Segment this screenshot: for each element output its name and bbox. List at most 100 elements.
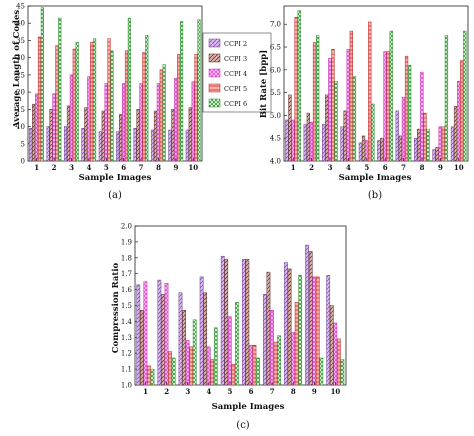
chart-c-bar-ccpi2-img6	[241, 259, 246, 386]
chart-b-bar-ccpi5-img1	[294, 17, 298, 162]
chart-a-ytick-label: 30	[16, 54, 25, 62]
chart-c-bar-ccpi3-img1	[139, 310, 144, 386]
chart-c-bar-ccpi6-img5	[235, 302, 239, 386]
chart-b-bar-ccpi6-img2	[315, 35, 320, 162]
chart-c-bar-ccpi3-img2	[161, 294, 165, 386]
chart-a-xtick-label: 2	[52, 163, 57, 172]
chart-c-bar-ccpi3-img5	[224, 259, 229, 386]
chart-a-bar-ccpi6-img10	[197, 19, 201, 162]
chart-b-bar-ccpi5-img3	[331, 49, 335, 162]
chart-c-ytick-label: 1.7	[121, 270, 132, 278]
chart-c-bar-ccpi4-img8	[291, 332, 295, 386]
chart-c-ylabel: Compression Ratio	[111, 262, 121, 353]
chart-b-bar-ccpi3-img9	[435, 147, 439, 162]
chart-b-bar-ccpi2-img10	[450, 126, 455, 162]
chart-b-xlabel: Sample Images	[339, 173, 412, 183]
chart-a-bar-ccpi2-img8	[150, 129, 155, 162]
chart-b-bar-ccpi4-img6	[383, 51, 387, 162]
chart-a-bar-ccpi3-img4	[84, 107, 88, 162]
chart-c-bar-ccpi4-img6	[249, 345, 253, 386]
chart-a-ytick-label: 10	[16, 123, 25, 131]
chart-b-ytick-label: 5.0	[270, 112, 281, 120]
chart-b-bar-ccpi2-img4	[340, 126, 344, 162]
chart-b-xtick-label: 8	[420, 163, 425, 172]
chart-b-bar-ccpi3-img10	[453, 106, 458, 162]
chart-b-ytick-label: 4.0	[270, 158, 281, 166]
chart-b-bar-ccpi2-img7	[395, 110, 399, 162]
chart-a-bar-ccpi2-img3	[63, 126, 68, 162]
chart-b-bar-ccpi6-img9	[444, 35, 449, 162]
chart-b-ylabel: Bit Rate [bpp]	[259, 50, 269, 118]
chart-c-bar-ccpi3-img7	[266, 271, 271, 386]
chart-b-bar-ccpi6-img3	[334, 80, 338, 162]
chart-c-xtick-label: 8	[291, 387, 296, 396]
chart-a-bar-ccpi4-img7	[139, 83, 143, 162]
chart-a-ytick-label: 20	[16, 89, 25, 97]
chart-c-bar-ccpi5-img3	[189, 346, 194, 386]
chart-b-ytick-label: 6.0	[270, 66, 281, 74]
chart-a-bar-ccpi5-img3	[72, 48, 76, 162]
chart-a-bar-ccpi3-img9	[171, 109, 175, 162]
chart-a-ytick-label: 15	[16, 106, 25, 114]
chart-a-xlabel: Sample Images	[79, 173, 152, 183]
chart-c-bar-ccpi6-img8	[298, 275, 303, 386]
chart-a-ytick-label: 40	[16, 20, 25, 28]
chart-b-bar-ccpi3-img2	[306, 112, 310, 162]
chart-a-bar-ccpi6-img4	[93, 38, 97, 162]
chart-b-ytick-label: 4.5	[270, 135, 281, 143]
chart-b-bar-ccpi5-img7	[404, 55, 409, 162]
chart-a-bar-ccpi6-img5	[110, 50, 114, 162]
chart-a-bar-ccpi5-img7	[142, 52, 146, 162]
chart-c-bar-ccpi2-img7	[263, 294, 267, 386]
chart-a-ytick-label: 45	[16, 3, 25, 11]
chart-a-bar-ccpi4-img6	[121, 83, 126, 162]
chart-a-bar-ccpi5-img10	[194, 53, 198, 162]
chart-c-bar-ccpi4-img4	[206, 346, 211, 386]
chart-a-bar-ccpi5-img9	[177, 53, 181, 162]
chart-a-bar-ccpi6-img7	[145, 35, 149, 162]
chart-b-frame	[283, 5, 469, 162]
chart-b-xtick-label: 2	[309, 163, 314, 172]
chart-c-ytick-label: 1.0	[121, 382, 132, 390]
chart-a-bar-ccpi3-img8	[153, 110, 157, 162]
chart-a-bar-ccpi3-img5	[101, 110, 105, 162]
chart-c-bar-ccpi6-img4	[213, 327, 218, 386]
chart-c-bar-ccpi4-img10	[333, 322, 338, 386]
chart-c-bar-ccpi4-img2	[164, 282, 169, 386]
chart-c-bar-ccpi5-img10	[336, 338, 341, 386]
chart-b-xtick-label: 5	[364, 163, 369, 172]
legend: CCPI 2 CCPI 3 CCPI 4 CCPI 5 CCPI 6	[202, 32, 272, 113]
chart-a-xtick-label: 10	[188, 163, 198, 172]
chart-c-ytick-label: 1.9	[121, 238, 132, 246]
chart-c-xtick-label: 10	[331, 387, 341, 396]
chart-b-bar-ccpi4-img1	[291, 119, 295, 162]
chart-c-bar-ccpi2-img3	[178, 292, 183, 386]
chart-b-bar-ccpi2-img9	[432, 149, 436, 162]
chart-a-xtick-label: 7	[139, 163, 144, 172]
chart-c-bar-ccpi4-img5	[227, 316, 232, 386]
chart-a-bar-ccpi3-img10	[188, 107, 192, 162]
chart-b-bar-ccpi5-img2	[312, 42, 317, 162]
chart-c-bar-ccpi2-img8	[284, 262, 288, 386]
chart-b-bar-ccpi5-img6	[386, 51, 390, 162]
chart-c-bar-ccpi3-img9	[308, 251, 313, 386]
chart-c-xtick-label: 1	[143, 387, 148, 396]
chart-c-ytick-label: 1.5	[121, 302, 132, 310]
chart-c-bar-ccpi6-img3	[192, 319, 197, 386]
chart-b-bar-ccpi3-img3	[325, 94, 329, 162]
chart-a-bar-ccpi3-img1	[32, 103, 36, 162]
chart-c-ytick-label: 1.1	[121, 366, 132, 374]
chart-c-plot: 1.0 1.1 1.2 1.3 1.4 1.5 1.6 1.7 1.8 1.9 2.0 1 2 3 4 5 6 7…	[121, 223, 347, 396]
chart-a-bar-ccpi6-img8	[162, 64, 166, 162]
panel-label-b: (b)	[368, 190, 382, 201]
chart-a-bar-ccpi2-img1	[29, 128, 33, 162]
chart-a-bar-ccpi4-img9	[174, 78, 178, 162]
chart-b-bar-ccpi4-img2	[309, 122, 314, 162]
chart-a-bar-ccpi3-img2	[49, 109, 53, 162]
chart-c-bar-ccpi5-img2	[168, 351, 172, 386]
chart-b-bar-ccpi6-img5	[371, 103, 375, 162]
chart-b-plot: 4.0 4.5 5.0 5.5 6.0 6.5 7.0 1 2 3 4 5 6 7 8 9 10	[270, 5, 469, 172]
